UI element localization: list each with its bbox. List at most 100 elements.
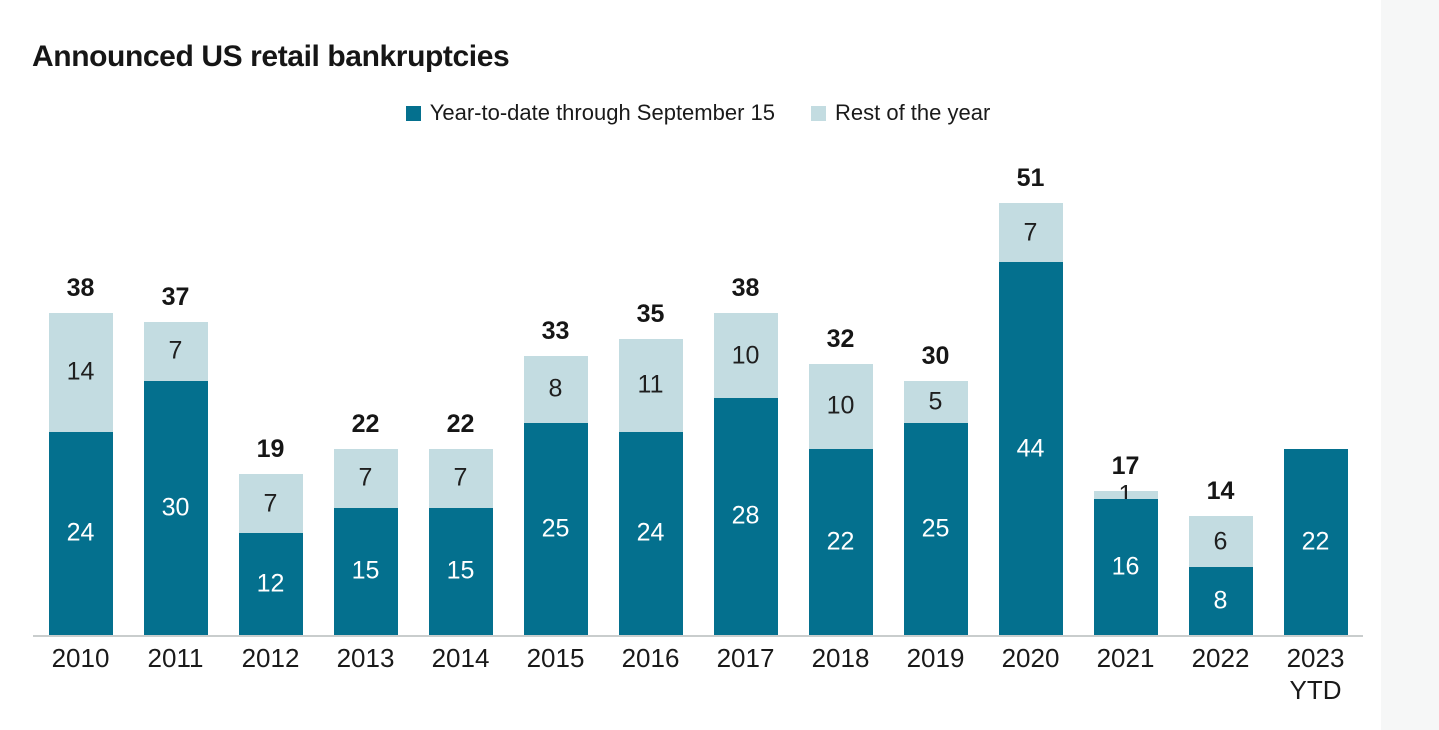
segment-value-ytd: 15 [446,556,475,585]
segment-value-ytd: 25 [921,514,950,543]
bar-segment-ytd: 44 [998,262,1063,635]
segment-value-ytd: 44 [1016,434,1045,463]
total-label: 38 [731,274,760,303]
bar-segment-rest: 7 [238,474,303,534]
bar-segment-rest: 8 [523,355,588,424]
bar-segment-ytd: 22 [808,448,873,635]
bar-group-2015: 33 8 25 [508,140,603,635]
segment-value-rest: 10 [826,391,855,420]
segment-value-rest: 11 [637,370,664,399]
bar-segment-ytd: 15 [333,507,398,635]
segment-value-ytd: 25 [541,514,570,543]
x-axis-label: 2018 [811,643,870,673]
right-background-strip [1381,0,1439,730]
total-label: 32 [826,324,855,353]
bar-segment-rest: 1 [1093,481,1158,509]
bar-group-2023: 22 [1268,140,1363,635]
bar-segment-rest: 7 [143,321,208,381]
total-label: 51 [1016,164,1045,193]
segment-value-ytd: 15 [351,556,380,585]
bar-group-2014: 22 7 15 [413,140,508,635]
segment-value-rest: 5 [928,387,943,416]
segment-value-rest: 8 [548,374,563,403]
bar-segment-rest: 7 [998,203,1063,263]
total-label: 30 [921,341,950,370]
x-axis-label: 2011 [147,643,204,673]
bar-segment-ytd: 22 [1283,448,1348,635]
total-label: 22 [446,409,475,438]
x-axis-label: 2014 [431,643,490,673]
chart-title: Announced US retail bankruptcies [32,40,510,73]
x-axis-labels: 2010 2011 2012 2013 2014 2015 2016 2017 2018 2019… [33,643,1363,706]
legend: Year-to-date through September 15 Rest o… [33,100,1363,126]
segment-value-rest: 7 [1023,218,1038,247]
bar-group-2022: 14 6 8 [1173,140,1268,635]
segment-value-rest: 10 [731,341,760,369]
bar-group-2020: 51 7 44 [983,140,1078,635]
segment-value-ytd: 8 [1213,586,1228,615]
legend-label-rest: Rest of the year [835,100,991,125]
bar-segment-ytd: 28 [713,397,778,635]
total-label: 14 [1206,477,1235,506]
bar-segment-ytd: 8 [1188,567,1253,635]
bar-group-2016: 35 11 24 [603,140,698,635]
bar-segment-ytd: 16 [1093,499,1158,635]
bar-segment-rest: 7 [428,448,493,508]
segment-value-ytd: 22 [1301,527,1330,556]
bar-segment-rest: 10 [808,363,873,449]
segment-value-ytd: 28 [731,501,760,530]
segment-value-ytd: 22 [826,527,855,556]
segment-value-rest: 6 [1213,527,1228,556]
legend-swatch-ytd [405,105,421,121]
legend-item-rest: Rest of the year [811,100,990,126]
bar-group-2017: 38 10 28 [698,140,793,635]
bar-segment-ytd: 25 [523,423,588,635]
bar-group-2012: 19 7 12 [223,140,318,635]
x-axis-label: 2017 [716,643,775,673]
bar-segment-rest: 10 [713,313,778,398]
bar-segment-ytd: 12 [238,533,303,635]
bar-group-2021: 17 1 16 [1078,140,1173,635]
bar-segment-ytd: 15 [428,507,493,635]
bar-segment-ytd: 30 [143,380,208,635]
bar-segment-ytd: 25 [903,423,968,635]
total-label: 33 [541,316,570,345]
legend-label-ytd: Year-to-date through September 15 [429,100,775,125]
bar-segment-rest: 11 [618,338,683,432]
bar-segment-rest: 7 [333,448,398,508]
plot-area: 38 14 24 37 7 30 19 7 12 22 7 15 22 7 15 33 8 25 35 11 24 38 1… [33,140,1363,705]
x-axis-label: 2022 [1191,643,1250,673]
total-label: 22 [351,409,380,438]
bar-group-2013: 22 7 15 [318,140,413,635]
bar-group-2011: 37 7 30 [128,140,223,635]
x-axis-label: 2013 [336,643,395,673]
segment-value-rest: 14 [66,357,95,386]
bars-row: 38 14 24 37 7 30 19 7 12 22 7 15 22 7 15 33 8 25 35 11 24 38 1… [33,140,1363,635]
bar-segment-rest: 5 [903,380,968,424]
bar-segment-ytd: 24 [48,431,113,635]
segment-value-ytd: 24 [636,518,665,547]
legend-item-ytd: Year-to-date through September 15 [405,100,775,126]
bar-group-2018: 32 10 22 [793,140,888,635]
x-axis-label: 2015 [526,643,585,673]
total-label: 38 [66,274,95,303]
legend-swatch-rest [811,105,826,121]
segment-value-rest: 7 [263,489,278,518]
segment-value-ytd: 16 [1111,552,1140,581]
x-axis-label: 2016 [621,643,680,673]
segment-value-rest: 7 [453,463,468,492]
x-axis-label: 2021 [1096,643,1155,673]
bar-group-2019: 30 5 25 [888,140,983,635]
bar-segment-ytd: 24 [618,431,683,635]
bar-group-2010: 38 14 24 [33,140,128,635]
x-axis-label: 2010 [51,643,110,673]
segment-value-rest: 7 [358,463,373,492]
total-label: 19 [256,435,285,464]
x-axis-label: 2023 YTD [1286,643,1345,705]
segment-value-ytd: 12 [256,569,285,598]
bar-segment-rest: 6 [1188,516,1253,568]
segment-value-ytd: 30 [161,493,190,522]
x-axis-line [33,635,1363,637]
total-label: 17 [1111,452,1140,481]
